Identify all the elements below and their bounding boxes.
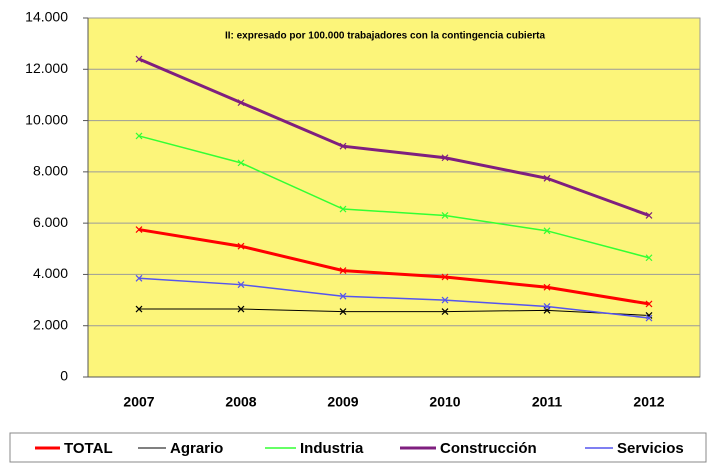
point-marker: [237, 305, 245, 313]
point-marker: [237, 159, 245, 167]
point-marker: [237, 242, 245, 250]
point-marker: [339, 142, 347, 150]
y-tick-label: 8.000: [33, 163, 68, 179]
plot-area: [87, 17, 701, 378]
series-line: [138, 135, 650, 259]
x-tick-label: 2009: [327, 394, 358, 410]
legend-label: Industria: [300, 440, 364, 457]
point-marker: [339, 292, 347, 300]
y-tick-label: 14.000: [25, 9, 68, 25]
y-tick-label: 10.000: [25, 111, 68, 127]
legend-label: TOTAL: [64, 440, 113, 457]
point-marker: [441, 212, 449, 219]
y-tick-label: 12.000: [25, 60, 68, 76]
y-tick-label: 2.000: [33, 316, 68, 332]
point-marker: [135, 274, 143, 282]
point-marker: [237, 281, 245, 289]
y-tick-label: 0: [60, 368, 68, 384]
legend-box: [9, 432, 707, 463]
point-marker: [645, 254, 653, 262]
legend-label: Servicios: [617, 440, 684, 457]
series-line: [139, 308, 650, 316]
legend-label: Construcción: [440, 440, 537, 457]
point-marker: [135, 55, 143, 63]
point-marker: [135, 132, 143, 140]
x-tick-label: 2010: [429, 394, 460, 410]
legend-label: Agrario: [170, 440, 223, 457]
x-tick-label: 2008: [225, 394, 256, 410]
x-tick-label: 2012: [633, 394, 664, 410]
point-marker: [645, 314, 653, 322]
y-tick-label: 4.000: [33, 265, 68, 281]
x-tick-label: 2007: [123, 394, 154, 410]
point-marker: [339, 308, 347, 316]
point-marker: [237, 99, 245, 107]
annotation: II: expresado por 100.000 trabajadores c…: [225, 31, 546, 42]
point-marker: [543, 283, 551, 291]
point-marker: [645, 300, 653, 308]
series-line: [138, 228, 650, 306]
point-marker: [339, 205, 347, 213]
point-marker: [543, 303, 551, 310]
point-marker: [135, 226, 143, 233]
point-marker: [339, 267, 347, 275]
point-marker: [135, 305, 143, 313]
point-marker: [543, 227, 551, 235]
point-marker: [645, 212, 653, 219]
point-marker: [441, 296, 449, 304]
series-line: [138, 57, 650, 217]
point-marker: [543, 174, 551, 182]
point-marker: [441, 308, 449, 316]
series-line: [138, 277, 650, 319]
point-marker: [441, 273, 449, 281]
x-tick-label: 2011: [532, 394, 563, 410]
y-tick-label: 6.000: [33, 214, 68, 230]
point-marker: [441, 154, 449, 162]
